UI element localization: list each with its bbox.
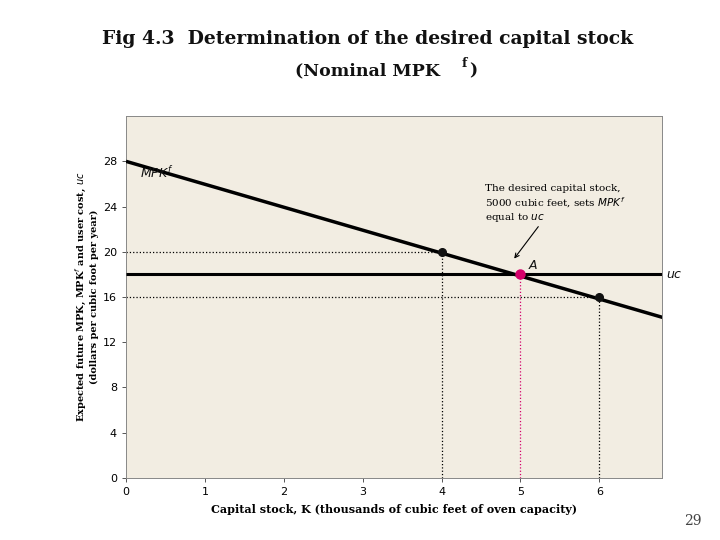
Text: $uc$: $uc$ (665, 268, 682, 281)
Text: f: f (462, 57, 467, 70)
Text: ): ) (469, 62, 477, 79)
Y-axis label: Expected future MPK, MPK$^f$ and user cost, $uc$
(dollars per cubic foot per yea: Expected future MPK, MPK$^f$ and user co… (73, 172, 99, 422)
Text: $A$: $A$ (528, 259, 539, 272)
X-axis label: Capital stock, K (thousands of cubic feet of oven capacity): Capital stock, K (thousands of cubic fee… (211, 504, 577, 515)
Text: (Nominal MPK: (Nominal MPK (295, 62, 440, 79)
Text: Fig 4.3  Determination of the desired capital stock: Fig 4.3 Determination of the desired cap… (102, 30, 633, 48)
Text: 29: 29 (685, 514, 702, 528)
Text: The desired capital stock,
5000 cubic feet, sets $MPK^f$
equal to $uc$: The desired capital stock, 5000 cubic fe… (485, 184, 626, 258)
Text: $MPK^f$: $MPK^f$ (140, 165, 174, 180)
